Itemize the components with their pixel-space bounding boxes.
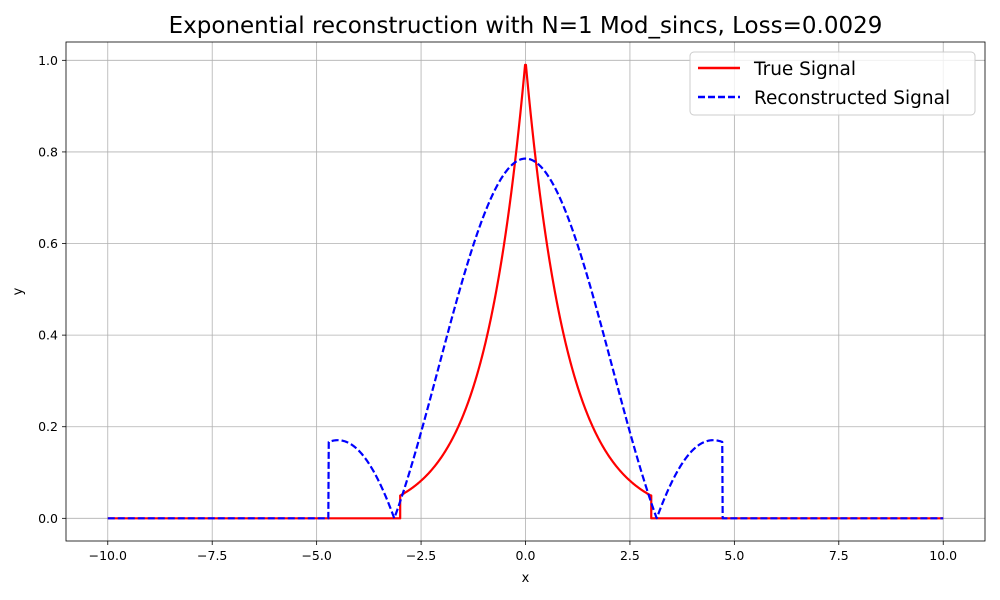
chart-title: Exponential reconstruction with N=1 Mod_… xyxy=(169,13,883,39)
x-tick-label: 0.0 xyxy=(516,548,536,563)
x-tick-label: −5.0 xyxy=(301,548,331,563)
legend-box xyxy=(689,51,976,116)
y-tick-label: 0.6 xyxy=(38,236,58,251)
y-tick-label: 0.8 xyxy=(38,144,58,159)
x-tick-label: 10.0 xyxy=(929,548,957,563)
y-axis-label: y xyxy=(11,287,26,295)
axis-ticks: −10.0 −7.5 −5.0 −2.5 0.0 2.5 5.0 7.5 10.0 0.0 0.2 0… xyxy=(38,53,957,563)
x-tick-label: 2.5 xyxy=(620,548,640,563)
y-tick-label: 0.0 xyxy=(38,511,58,526)
y-tick-label: 0.2 xyxy=(38,419,58,434)
y-tick-label: 1.0 xyxy=(38,53,58,68)
x-tick-label: −10.0 xyxy=(89,548,127,563)
series-line-reconstructed-signal xyxy=(107,157,944,520)
x-tick-label: 7.5 xyxy=(829,548,849,563)
x-tick-label: 5.0 xyxy=(724,548,744,563)
x-tick-label: −7.5 xyxy=(197,548,227,563)
y-tick-label: 0.4 xyxy=(38,328,58,343)
legend: True Signal Reconstructed Signal xyxy=(689,51,976,116)
legend-label-true-signal: True Signal xyxy=(753,59,856,80)
x-tick-label: −2.5 xyxy=(406,548,436,563)
series-layer xyxy=(107,63,944,520)
legend-label-reconstructed-signal: Reconstructed Signal xyxy=(754,88,950,109)
x-axis-label: x xyxy=(522,571,530,586)
